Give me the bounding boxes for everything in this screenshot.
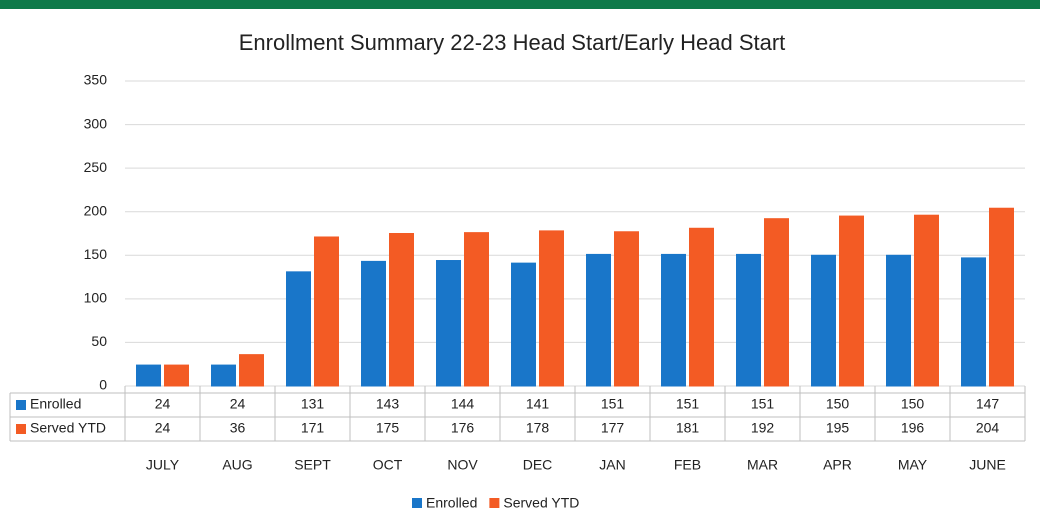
- table-value: 195: [826, 420, 850, 436]
- bar: [539, 230, 564, 387]
- y-tick-label: 350: [84, 72, 108, 88]
- table-value: 204: [976, 420, 1000, 436]
- table-value: 176: [451, 420, 475, 436]
- bar: [314, 236, 339, 387]
- bar: [764, 218, 789, 387]
- table-value: 196: [901, 420, 925, 436]
- table-value: 177: [601, 420, 625, 436]
- bar: [511, 262, 536, 387]
- table-legend-key: [16, 400, 26, 410]
- x-tick-label: FEB: [674, 457, 701, 473]
- y-tick-label: 300: [84, 115, 108, 131]
- table-value: 147: [976, 396, 1000, 412]
- table-value: 151: [601, 396, 625, 412]
- bar: [136, 364, 161, 387]
- bar: [586, 253, 611, 387]
- legend-key: [489, 498, 500, 508]
- table-value: 24: [155, 396, 171, 412]
- bar: [614, 231, 639, 387]
- x-tick-label: AUG: [222, 457, 252, 473]
- legend-label: Served YTD: [503, 495, 579, 511]
- table-value: 131: [301, 396, 325, 412]
- table-value: 36: [230, 420, 246, 436]
- x-tick-label: SEPT: [294, 457, 331, 473]
- bar: [961, 257, 986, 387]
- x-tick-label: JUNE: [969, 457, 1006, 473]
- table-row-label: Served YTD: [30, 420, 106, 436]
- bar: [689, 227, 714, 387]
- table-value: 181: [676, 420, 700, 436]
- bar: [839, 215, 864, 387]
- x-tick-label: DEC: [523, 457, 553, 473]
- bar: [464, 232, 489, 387]
- chart-title: Enrollment Summary 22-23 Head Start/Earl…: [239, 30, 786, 55]
- x-tick-label: OCT: [373, 457, 403, 473]
- bar: [989, 207, 1014, 387]
- y-tick-label: 100: [84, 290, 108, 306]
- table-value: 24: [230, 396, 246, 412]
- table-value: 171: [301, 420, 325, 436]
- bar: [211, 364, 236, 387]
- y-tick-label: 0: [99, 377, 107, 393]
- table-value: 150: [901, 396, 925, 412]
- table-value: 151: [676, 396, 700, 412]
- bar: [436, 260, 461, 387]
- table-value: 151: [751, 396, 775, 412]
- bar: [661, 253, 686, 387]
- table-value: 178: [526, 420, 550, 436]
- x-tick-label: JAN: [599, 457, 625, 473]
- x-tick-label: APR: [823, 457, 852, 473]
- bar: [811, 254, 836, 387]
- x-tick-label: JULY: [146, 457, 180, 473]
- y-tick-label: 200: [84, 202, 108, 218]
- bar: [389, 233, 414, 387]
- x-tick-label: MAY: [898, 457, 928, 473]
- table-value: 143: [376, 396, 400, 412]
- x-tick-label: NOV: [447, 457, 478, 473]
- bar: [286, 271, 311, 387]
- legend-key: [412, 498, 422, 508]
- table-value: 192: [751, 420, 775, 436]
- y-tick-label: 150: [84, 246, 108, 262]
- y-tick-label: 50: [91, 333, 107, 349]
- table-legend-key: [16, 424, 26, 434]
- table-value: 150: [826, 396, 850, 412]
- bar: [239, 354, 264, 387]
- y-tick-label: 250: [84, 159, 108, 175]
- bar: [164, 364, 189, 387]
- bar: [736, 253, 761, 387]
- top-bar: [0, 0, 1040, 9]
- bar: [361, 260, 386, 387]
- table-value: 175: [376, 420, 400, 436]
- legend-label: Enrolled: [426, 495, 477, 511]
- x-tick-label: MAR: [747, 457, 778, 473]
- table-value: 144: [451, 396, 475, 412]
- bar: [914, 214, 939, 387]
- table-value: 141: [526, 396, 550, 412]
- bar: [886, 254, 911, 387]
- table-row-label: Enrolled: [30, 396, 81, 412]
- table-value: 24: [155, 420, 171, 436]
